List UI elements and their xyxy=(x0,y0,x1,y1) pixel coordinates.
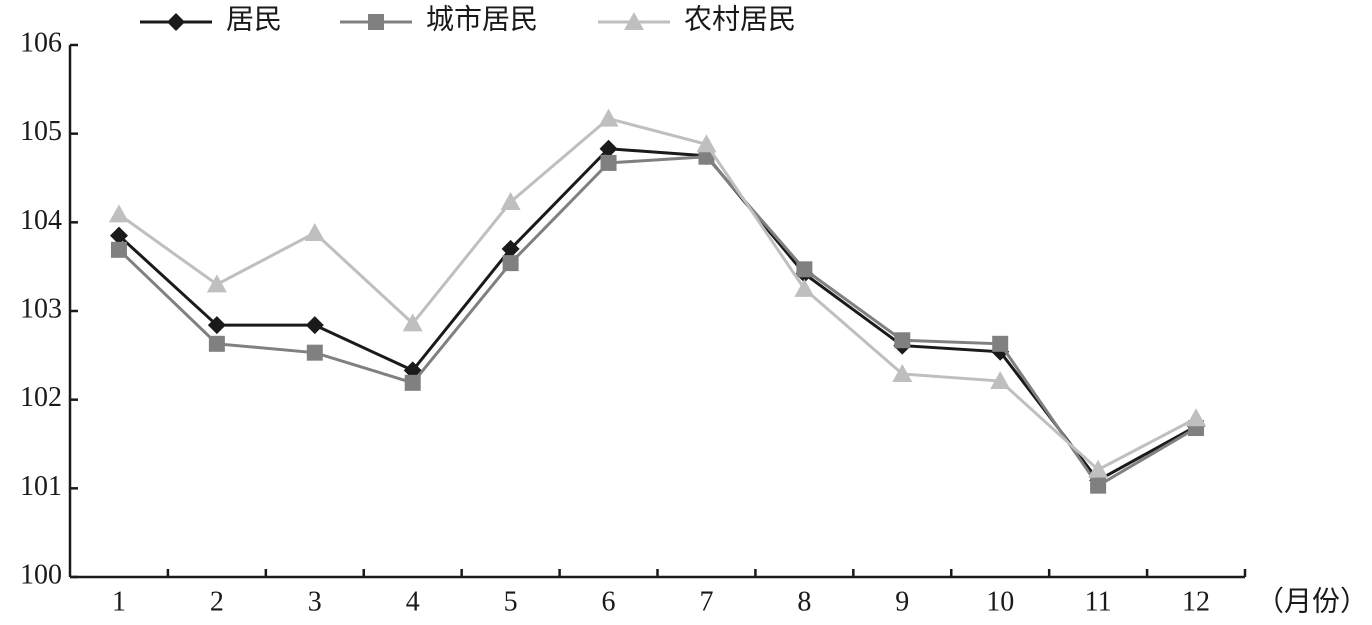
point xyxy=(110,241,127,258)
point xyxy=(109,226,128,245)
point xyxy=(305,316,324,335)
point xyxy=(404,374,421,391)
point xyxy=(306,344,323,361)
y-tick-label: 100 xyxy=(20,559,62,590)
legend-marker xyxy=(368,14,384,30)
legend-label: 居民 xyxy=(226,4,282,35)
series-line xyxy=(118,116,1197,472)
x-tick-label: 12 xyxy=(1182,586,1210,617)
y-tick-label: 103 xyxy=(20,293,62,324)
y-tick-label: 101 xyxy=(20,471,62,502)
point xyxy=(206,274,227,293)
point xyxy=(402,313,423,332)
series-line xyxy=(117,147,1197,483)
point xyxy=(600,154,617,171)
point xyxy=(696,134,717,153)
y-tick-label: 105 xyxy=(20,116,62,147)
y-tick-label: 102 xyxy=(20,382,62,413)
point xyxy=(500,191,521,210)
x-tick-label: 2 xyxy=(210,586,224,617)
point xyxy=(992,335,1009,352)
point xyxy=(1186,408,1207,427)
point xyxy=(794,278,815,297)
series-line xyxy=(117,155,1197,488)
legend-label: 农村居民 xyxy=(684,3,796,35)
point xyxy=(501,239,520,258)
point xyxy=(108,204,129,223)
point xyxy=(796,261,813,278)
x-tick-label: 5 xyxy=(504,586,518,617)
legend-marker xyxy=(167,13,185,31)
x-tick-label: 7 xyxy=(699,586,713,617)
x-axis-label: （月份） xyxy=(1256,585,1368,617)
x-tick-label: 6 xyxy=(602,586,616,617)
x-tick-label: 9 xyxy=(895,586,909,617)
point xyxy=(599,139,618,158)
x-tick-label: 8 xyxy=(797,586,811,617)
legend-marker xyxy=(624,12,644,30)
point xyxy=(990,371,1011,390)
x-tick-label: 11 xyxy=(1085,586,1112,617)
point xyxy=(598,108,619,127)
point xyxy=(894,332,911,349)
legend-label: 城市居民 xyxy=(426,3,538,35)
x-tick-label: 1 xyxy=(112,586,126,617)
y-tick-label: 104 xyxy=(20,205,62,236)
point xyxy=(1090,477,1107,494)
point xyxy=(1088,459,1109,478)
point xyxy=(207,316,226,335)
point xyxy=(892,363,913,382)
x-tick-label: 3 xyxy=(308,586,322,617)
x-tick-label: 4 xyxy=(406,586,420,617)
point xyxy=(502,255,519,272)
point xyxy=(208,335,225,352)
x-tick-label: 10 xyxy=(986,586,1014,617)
y-tick-label: 106 xyxy=(20,27,62,58)
point xyxy=(304,222,325,241)
